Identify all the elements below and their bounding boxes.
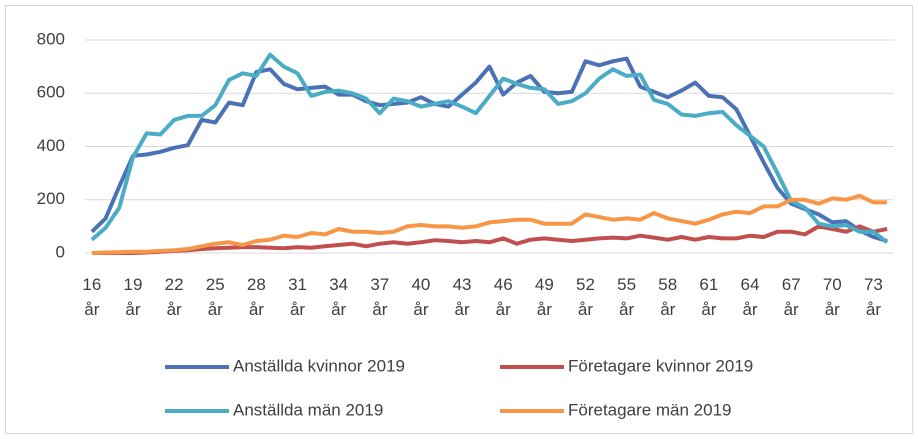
- x-tick-label: 52 år: [576, 275, 595, 319]
- x-tick-label: 34 år: [329, 275, 349, 319]
- x-tick-label: 70 år: [822, 275, 842, 319]
- x-tick-label: 31 år: [288, 275, 307, 319]
- series-line: [90, 52, 889, 244]
- y-tick-label: 0: [56, 242, 65, 261]
- x-tick-label: 25 år: [205, 275, 225, 319]
- y-tick-label: 800: [37, 29, 65, 48]
- legend-label: Företagare kvinnor 2019: [568, 356, 753, 375]
- x-tick-label: 22 år: [164, 275, 184, 319]
- x-tick-label: 46 år: [493, 275, 513, 319]
- legend-label: Anställda kvinnor 2019: [233, 356, 405, 375]
- x-tick-label: 37 år: [370, 275, 390, 319]
- x-tick-label: 61 år: [699, 275, 719, 319]
- x-tick-label: 43 år: [452, 275, 472, 319]
- legend-label: Företagare män 2019: [568, 400, 732, 419]
- x-tick-label: 19 år: [123, 275, 143, 319]
- x-tick-label: 49 år: [534, 275, 554, 319]
- x-tick-label: 67 år: [781, 275, 801, 319]
- y-tick-label: 200: [37, 189, 65, 208]
- x-tick-label: 40 år: [411, 275, 431, 319]
- series-line: [91, 193, 888, 255]
- x-tick-label: 58 år: [658, 275, 678, 319]
- x-tick-label: 55 år: [617, 275, 637, 319]
- x-tick-label: 28 år: [246, 275, 266, 319]
- series-line: [90, 56, 888, 243]
- series-line: [91, 224, 888, 255]
- chart-border: [5, 5, 913, 434]
- y-tick-label: 400: [37, 136, 65, 155]
- legend-label: Anställda män 2019: [233, 400, 383, 419]
- x-tick-label: 64 år: [740, 275, 760, 319]
- x-tick-label: 16 år: [82, 275, 102, 319]
- x-tick-label: 73 år: [863, 275, 883, 319]
- y-tick-label: 600: [37, 83, 65, 102]
